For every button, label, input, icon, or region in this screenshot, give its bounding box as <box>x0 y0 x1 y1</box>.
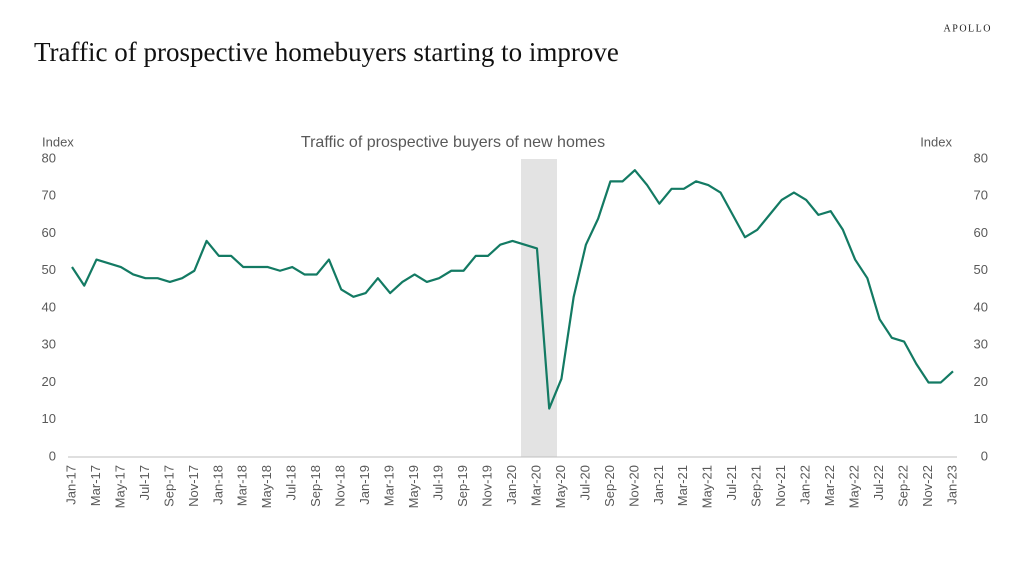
x-tick-label: Sep-19 <box>455 465 470 507</box>
x-tick-label: Sep-17 <box>161 465 176 507</box>
x-tick-label: Jul-17 <box>137 465 152 500</box>
x-tick-label: Nov-21 <box>773 465 788 507</box>
x-tick-label: Sep-22 <box>895 465 910 507</box>
x-tick-label: May-22 <box>847 465 862 508</box>
x-tick-label: Mar-21 <box>675 465 690 506</box>
x-tick-label: Nov-17 <box>186 465 201 507</box>
x-tick-label: Jan-21 <box>651 465 666 505</box>
x-tick-label: Jul-18 <box>284 465 299 500</box>
y-tick-label: 20 <box>42 374 56 389</box>
x-tick-label: Mar-17 <box>88 465 103 506</box>
y-tick-label: 70 <box>42 188 56 203</box>
y2-tick-label: 70 <box>974 188 988 203</box>
x-tick-label: May-20 <box>553 465 568 508</box>
y2-tick-label: 0 <box>981 448 988 463</box>
y2-tick-label: 80 <box>974 150 988 165</box>
y2-axis-label: Index <box>920 134 952 149</box>
chart-title: Traffic of prospective homebuyers starti… <box>34 37 619 67</box>
x-tick-label: Jul-22 <box>871 465 886 500</box>
y2-tick-label: 10 <box>974 411 988 426</box>
x-tick-label: Mar-22 <box>822 465 837 506</box>
x-tick-label: May-19 <box>406 465 421 508</box>
x-tick-label: Nov-20 <box>626 465 641 507</box>
y-tick-label: 50 <box>42 262 56 277</box>
x-tick-label: Jan-18 <box>210 465 225 505</box>
y-axis-label: Index <box>42 134 74 149</box>
y2-tick-label: 30 <box>974 337 988 352</box>
x-tick-label: May-21 <box>700 465 715 508</box>
y2-tick-label: 40 <box>974 299 988 314</box>
y2-tick-label: 20 <box>974 374 988 389</box>
shaded-period <box>521 159 557 457</box>
y-tick-label: 80 <box>42 150 56 165</box>
x-tick-label: May-17 <box>112 465 127 508</box>
x-tick-label: Jul-21 <box>724 465 739 500</box>
x-tick-label: Sep-18 <box>308 465 323 507</box>
y-tick-label: 30 <box>42 337 56 352</box>
brand: APOLLO <box>944 23 992 34</box>
x-tick-label: Jul-20 <box>577 465 592 500</box>
x-tick-label: Jan-23 <box>944 465 959 505</box>
x-tick-label: Mar-20 <box>528 465 543 506</box>
x-tick-label: Jan-17 <box>63 465 78 505</box>
chart-subtitle: Traffic of prospective buyers of new hom… <box>301 134 605 151</box>
x-tick-label: Mar-19 <box>382 465 397 506</box>
y-tick-label: 60 <box>42 225 56 240</box>
x-tick-label: Jan-20 <box>504 465 519 505</box>
x-tick-label: Jan-19 <box>357 465 372 505</box>
y-tick-label: 0 <box>49 448 56 463</box>
x-tick-label: Jan-22 <box>798 465 813 505</box>
y2-tick-label: 50 <box>974 262 988 277</box>
x-tick-label: Nov-19 <box>479 465 494 507</box>
x-tick-label: Jul-19 <box>431 465 446 500</box>
x-tick-label: May-18 <box>259 465 274 508</box>
x-tick-label: Nov-22 <box>920 465 935 507</box>
x-tick-label: Mar-18 <box>235 465 250 506</box>
x-tick-label: Sep-20 <box>602 465 617 507</box>
y-tick-label: 10 <box>42 411 56 426</box>
y-tick-label: 40 <box>42 299 56 314</box>
data-line <box>71 169 954 410</box>
x-tick-label: Sep-21 <box>749 465 764 507</box>
x-tick-label: Nov-18 <box>333 465 348 507</box>
y2-tick-label: 60 <box>974 225 988 240</box>
